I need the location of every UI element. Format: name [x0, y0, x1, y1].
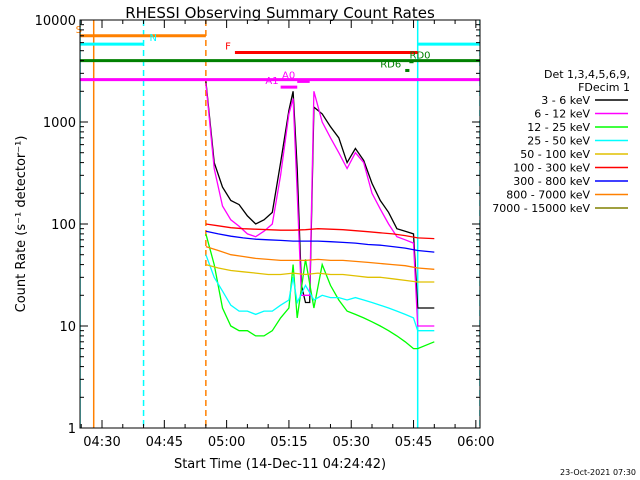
state-bar-labels: S N F RD6 RD0 A1 A0 — [76, 25, 431, 87]
legend-label-3: 25 - 50 keV — [527, 135, 590, 148]
footer-timestamp: 23-Oct-2021 07:30 — [560, 468, 636, 477]
x-axis-label: Start Time (14-Dec-11 04:24:42) — [174, 457, 386, 472]
series-line-5 — [205, 223, 435, 240]
y-tick-label-1: 10 — [59, 320, 76, 335]
x-tick-label-6: 06:00 — [457, 435, 494, 450]
legend-label-8: 7000 - 15000 keV — [492, 202, 590, 215]
series-line-2 — [205, 233, 435, 350]
plot-area: S N F RD6 RD0 A1 A0 — [76, 20, 480, 428]
series-lines — [205, 81, 435, 350]
state-bar-label-1: N — [150, 33, 157, 44]
y-axis-label: Count Rate (s⁻¹ detector⁻¹) — [14, 136, 29, 313]
series-line-6 — [205, 230, 435, 253]
x-tick-label-5: 05:45 — [395, 435, 432, 450]
legend-label-7: 800 - 7000 keV — [506, 189, 590, 202]
y-tick-label-3: 1000 — [43, 116, 76, 131]
legend-label-4: 50 - 100 keV — [520, 148, 590, 161]
legend-label-1: 6 - 12 keV — [534, 108, 590, 121]
state-bar-label-6: RD0 — [410, 51, 431, 62]
chart-title: RHESSI Observing Summary Count Rates — [125, 4, 435, 22]
legend-header-line2: FDecim 1 — [578, 81, 630, 94]
state-bars — [80, 34, 480, 89]
x-tick-label-2: 05:00 — [208, 435, 245, 450]
legend-label-0: 3 - 6 keV — [541, 94, 590, 107]
legend-header-line1: Det 1,3,4,5,6,9, — [544, 68, 630, 81]
state-bar-label-5: RD6 — [380, 59, 401, 70]
y-tick-label-4: 10000 — [35, 14, 76, 29]
y-tick-label-0: 1 — [68, 422, 76, 437]
series-line-0 — [205, 81, 435, 309]
y-tick-label-2: 100 — [51, 218, 76, 233]
series-line-7 — [205, 245, 435, 270]
legend-label-5: 100 - 300 keV — [513, 162, 590, 175]
legend-label-2: 12 - 25 keV — [527, 121, 590, 134]
x-tick-label-3: 05:15 — [270, 435, 307, 450]
legend-label-6: 300 - 800 keV — [513, 175, 590, 188]
series-line-4 — [205, 263, 435, 283]
state-bar-label-9: A0 — [282, 70, 295, 81]
x-tick-label-1: 04:45 — [146, 435, 183, 450]
state-bar-label-3: F — [225, 42, 231, 53]
series-line-3 — [205, 254, 435, 332]
y-axis: 1 10 100 1000 10000 — [35, 14, 480, 437]
state-boundary-lines — [80, 20, 480, 428]
state-bar-label-8: A1 — [265, 76, 278, 87]
state-bar-label-0: S — [76, 25, 82, 36]
x-tick-label-0: 04:30 — [83, 435, 120, 450]
x-tick-label-4: 05:30 — [333, 435, 370, 450]
series-line-1 — [205, 83, 435, 327]
x-axis: 04:30 04:45 05:00 05:15 05:30 05:45 06:00 — [80, 20, 495, 450]
